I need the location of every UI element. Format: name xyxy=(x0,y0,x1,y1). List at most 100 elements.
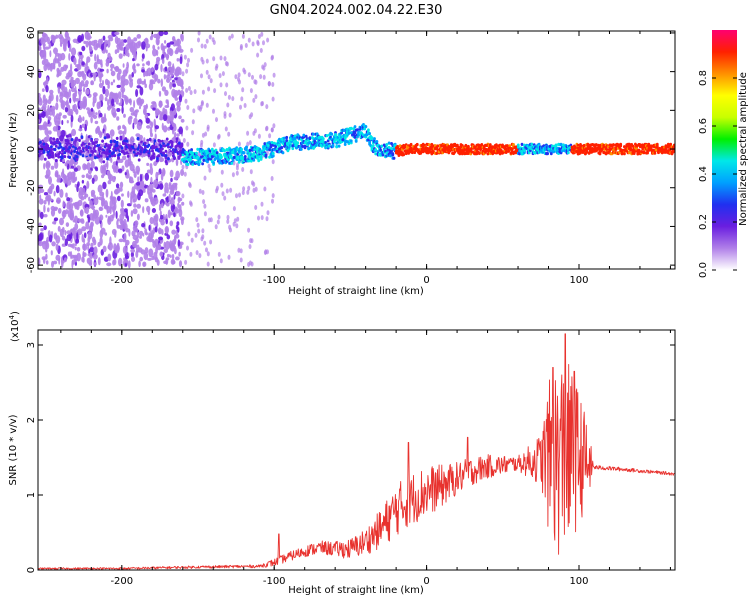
heatmap-cell xyxy=(247,37,251,43)
heatmap-cell xyxy=(262,148,265,152)
heatmap-cell xyxy=(164,40,167,44)
heatmap-cell xyxy=(285,139,289,143)
heatmap-cell xyxy=(183,54,187,60)
heatmap-cell xyxy=(228,112,232,118)
heatmap-cell xyxy=(50,250,53,256)
heatmap-cell xyxy=(302,133,306,137)
heatmap-cell xyxy=(282,136,286,140)
heatmap-cell xyxy=(262,65,266,71)
heatmap-cell xyxy=(575,149,579,153)
heatmap-cell xyxy=(64,91,69,98)
heatmap-cell xyxy=(264,249,268,255)
heatmap-cell xyxy=(53,140,57,144)
heatmap-cell xyxy=(92,72,97,76)
heatmap-cell xyxy=(124,96,129,103)
heatmap-cell xyxy=(78,128,83,132)
heatmap-cell xyxy=(170,177,173,183)
heatmap-cell xyxy=(121,88,124,98)
heatmap-cell xyxy=(85,60,88,68)
heatmap-cell xyxy=(243,155,247,159)
heatmap-cell xyxy=(52,221,57,225)
heatmap-cell xyxy=(85,80,89,86)
heatmap-cell xyxy=(530,142,534,146)
heatmap-cell xyxy=(195,217,199,223)
heatmap-cell xyxy=(268,148,271,152)
heatmap-cell xyxy=(226,214,230,220)
heatmap-cell xyxy=(266,210,270,216)
heatmap-cell xyxy=(165,99,169,104)
heatmap-cell xyxy=(177,155,181,160)
heatmap-cell xyxy=(159,110,163,119)
heatmap-cell xyxy=(109,143,113,147)
heatmap-cell xyxy=(112,112,117,116)
heatmap-cell xyxy=(199,142,203,148)
heatmap-cell xyxy=(271,151,275,156)
heatmap-cell xyxy=(93,262,97,266)
heatmap-cell xyxy=(107,253,112,262)
heatmap-cell xyxy=(115,210,118,219)
colorbar-tick-label: 0.4 xyxy=(698,166,709,182)
heatmap-cell xyxy=(115,140,119,145)
heatmap-cell xyxy=(649,145,653,149)
heatmap-cell xyxy=(198,253,202,259)
heatmap-cell xyxy=(230,33,234,39)
heatmap-cell xyxy=(371,144,375,148)
heatmap-cell xyxy=(136,121,142,131)
heatmap-cell xyxy=(120,146,124,150)
heatmap-cell xyxy=(159,150,163,154)
heatmap-cell xyxy=(226,102,230,108)
heatmap-cell xyxy=(170,143,174,147)
heatmap-cell xyxy=(90,242,94,248)
heatmap-cell xyxy=(131,230,136,237)
heatmap-cell xyxy=(48,155,52,159)
heatmap-cell xyxy=(62,114,67,119)
heatmap-cell xyxy=(74,183,77,188)
heatmap-cell xyxy=(129,98,132,106)
heatmap-cell xyxy=(54,153,58,158)
heatmap-cell xyxy=(165,226,169,234)
heatmap-cell xyxy=(176,133,180,137)
heatmap-cell xyxy=(205,58,209,64)
heatmap-cell xyxy=(70,165,74,169)
heatmap-cell xyxy=(145,45,148,52)
heatmap-cell xyxy=(197,162,201,166)
heatmap-cell xyxy=(215,151,219,155)
heatmap-cell xyxy=(177,202,180,208)
heatmap-cell xyxy=(257,34,261,39)
heatmap-cell xyxy=(135,89,139,97)
heatmap-cell xyxy=(162,193,167,197)
heatmap-cell xyxy=(118,158,124,163)
heatmap-cell xyxy=(72,254,78,259)
heatmap-cell xyxy=(126,154,130,158)
heatmap-cell xyxy=(58,61,62,68)
heatmap-cell xyxy=(218,73,222,79)
heatmap-cell xyxy=(155,37,160,46)
heatmap-cell xyxy=(223,195,227,201)
heatmap-cell xyxy=(147,60,151,66)
heatmap-cell xyxy=(251,41,255,47)
heatmap-cell xyxy=(655,144,659,148)
heatmap-cell xyxy=(263,186,267,192)
heatmap-cell xyxy=(463,148,467,152)
heatmap-cell xyxy=(172,204,176,210)
heatmap-cell xyxy=(124,159,129,168)
heatmap-cell xyxy=(104,88,109,98)
heatmap-cell xyxy=(66,230,72,235)
heatmap-cell xyxy=(51,153,54,157)
heatmap-cell xyxy=(98,100,102,109)
heatmap-cell xyxy=(146,162,150,166)
heatmap-cell xyxy=(293,139,298,144)
heatmap-cell xyxy=(106,262,112,267)
heatmap-cell xyxy=(199,104,203,110)
heatmap-cell xyxy=(96,54,99,63)
heatmap-cell xyxy=(86,156,90,160)
heatmap-cell xyxy=(145,117,150,124)
heatmap-cell xyxy=(164,154,168,158)
heatmap-cell xyxy=(272,72,276,78)
heatmap-cell xyxy=(267,81,271,86)
heatmap-cell xyxy=(139,235,142,239)
heatmap-cell xyxy=(161,122,164,131)
heatmap-cell xyxy=(112,259,116,266)
heatmap-cell xyxy=(172,38,177,47)
